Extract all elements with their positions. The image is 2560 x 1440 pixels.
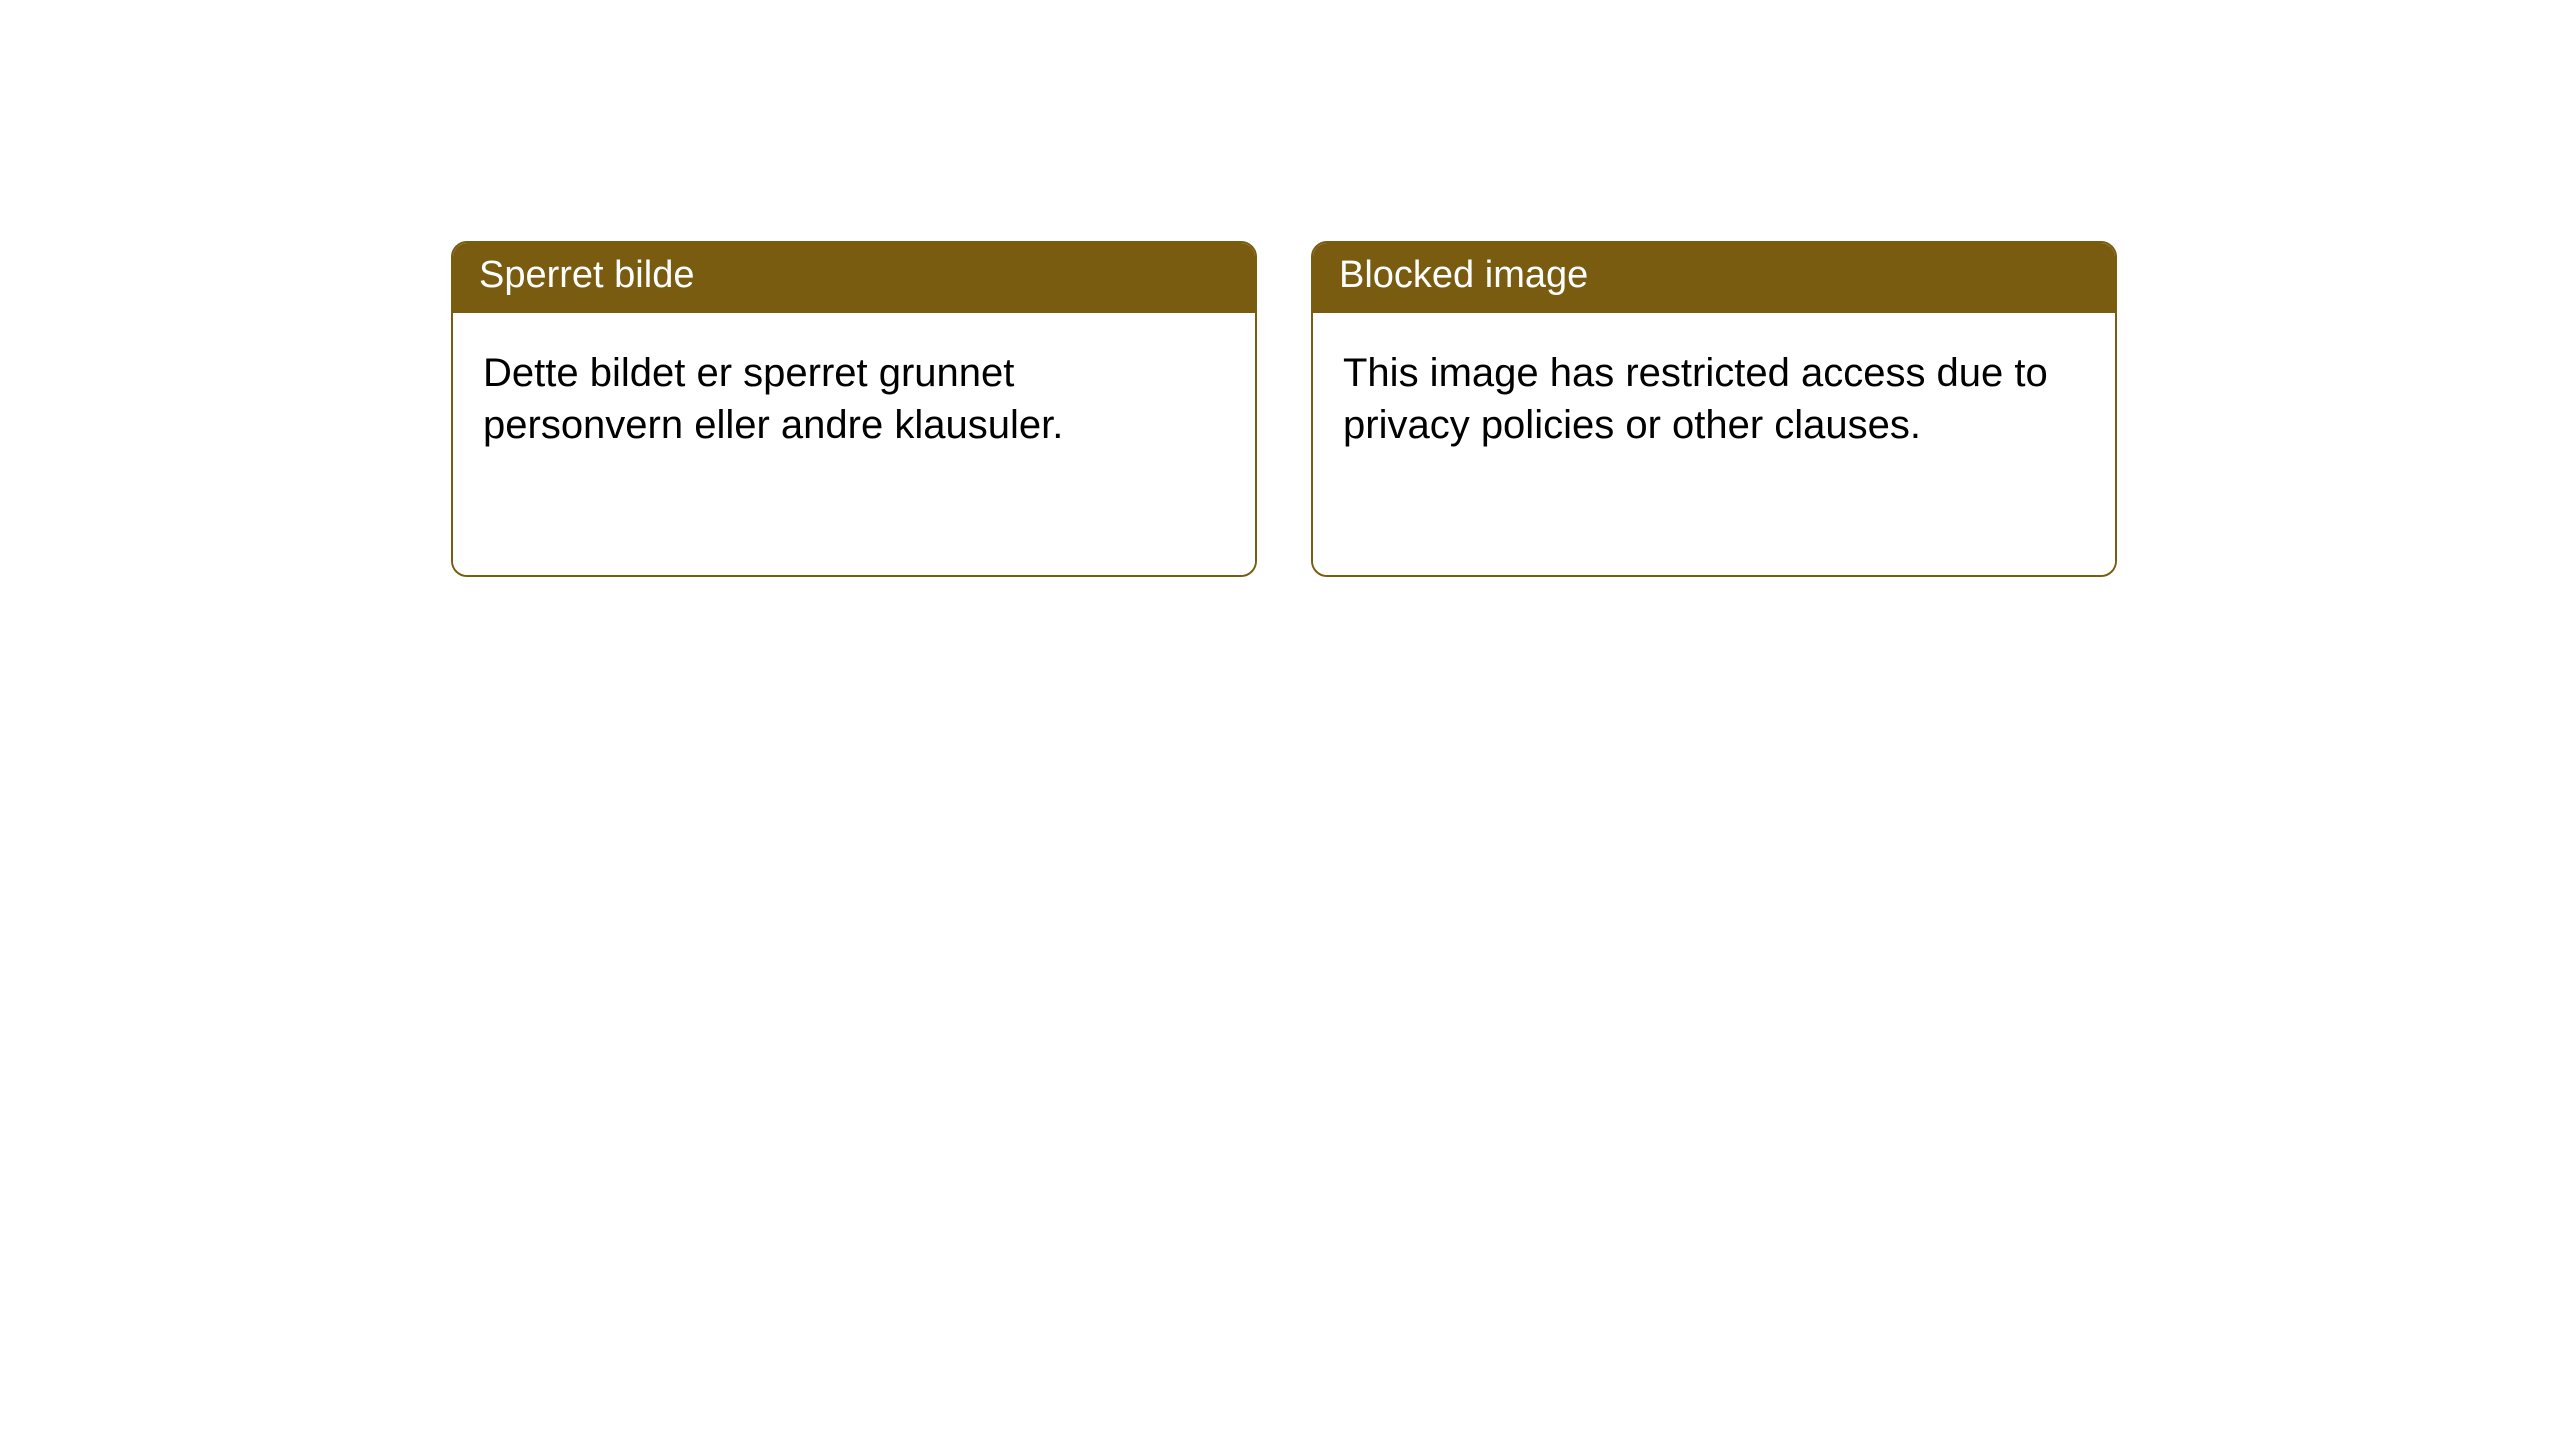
notice-container: Sperret bilde Dette bildet er sperret gr…: [0, 0, 2560, 577]
notice-body: Dette bildet er sperret grunnet personve…: [453, 313, 1255, 575]
notice-header: Blocked image: [1313, 243, 2115, 313]
notice-box-english: Blocked image This image has restricted …: [1311, 241, 2117, 577]
notice-body: This image has restricted access due to …: [1313, 313, 2115, 575]
notice-box-norwegian: Sperret bilde Dette bildet er sperret gr…: [451, 241, 1257, 577]
notice-header: Sperret bilde: [453, 243, 1255, 313]
